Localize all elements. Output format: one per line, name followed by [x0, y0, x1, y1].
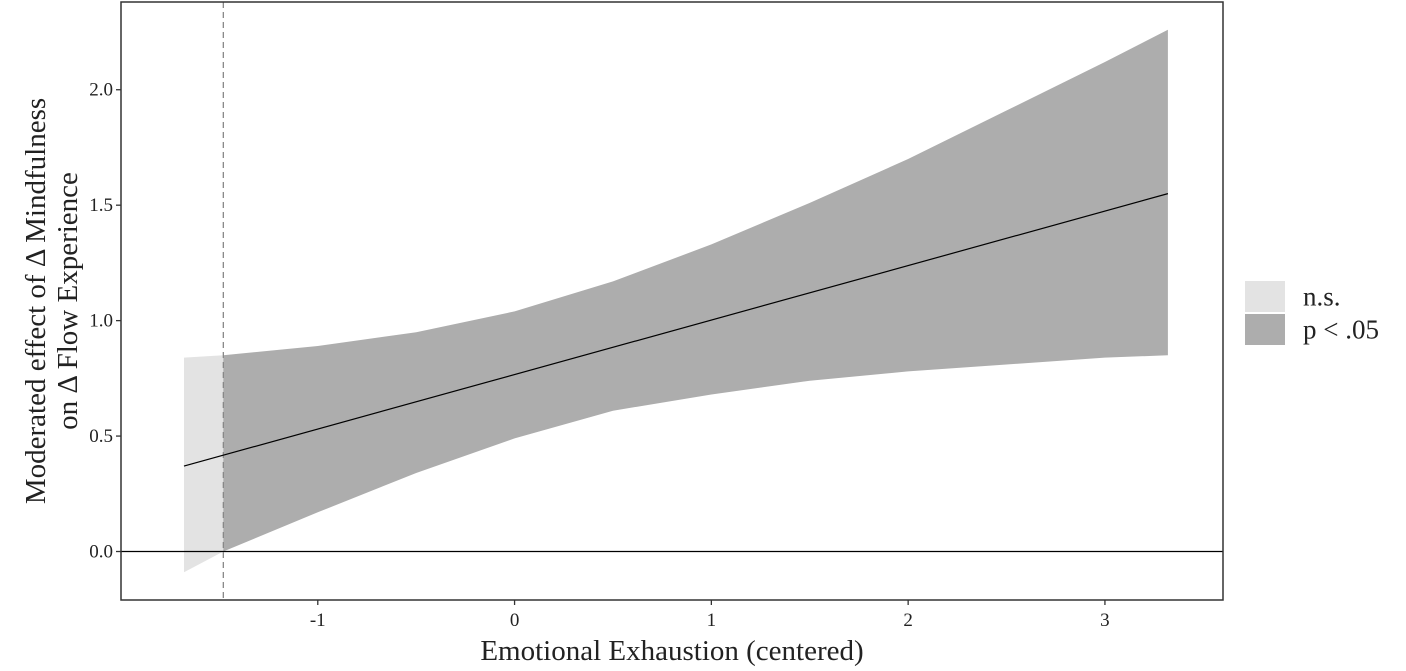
x-axis: -1 0 1 2 3: [310, 600, 1110, 631]
confidence-bands: [184, 29, 1168, 573]
x-tick-label: 2: [903, 610, 913, 631]
effect-line: [183, 193, 1169, 467]
x-tick-label: 0: [510, 610, 520, 631]
y-tick-label: 0.5: [89, 426, 113, 447]
y-tick-label: 1.5: [89, 195, 113, 216]
y-axis: 0.0 0.5 1.0 1.5 2.0: [89, 80, 121, 563]
legend-key-ns: [1245, 281, 1285, 312]
legend-label-ns: n.s.: [1303, 282, 1341, 312]
legend: n.s. p < .05: [1245, 281, 1379, 345]
band-not-significant: [184, 355, 224, 573]
y-axis-title: Moderated effect of Δ Mindfulness on Δ F…: [20, 98, 84, 504]
y-tick-label: 1.0: [89, 311, 113, 332]
y-tick-label: 0.0: [89, 542, 113, 563]
y-tick-label: 2.0: [89, 80, 113, 101]
band-significant: [223, 29, 1168, 552]
y-axis-title-line1: Moderated effect of Δ Mindfulness: [20, 98, 52, 504]
legend-label-significant: p < .05: [1303, 315, 1379, 345]
y-axis-title-line2: on Δ Flow Experience: [52, 172, 84, 430]
plot-panel-border: [120, 1, 1224, 601]
x-tick-label: 3: [1100, 610, 1110, 631]
x-axis-title: Emotional Exhaustion (centered): [480, 635, 863, 667]
x-tick-label: -1: [310, 610, 326, 631]
legend-key-significant: [1245, 314, 1285, 345]
x-tick-label: 1: [707, 610, 717, 631]
